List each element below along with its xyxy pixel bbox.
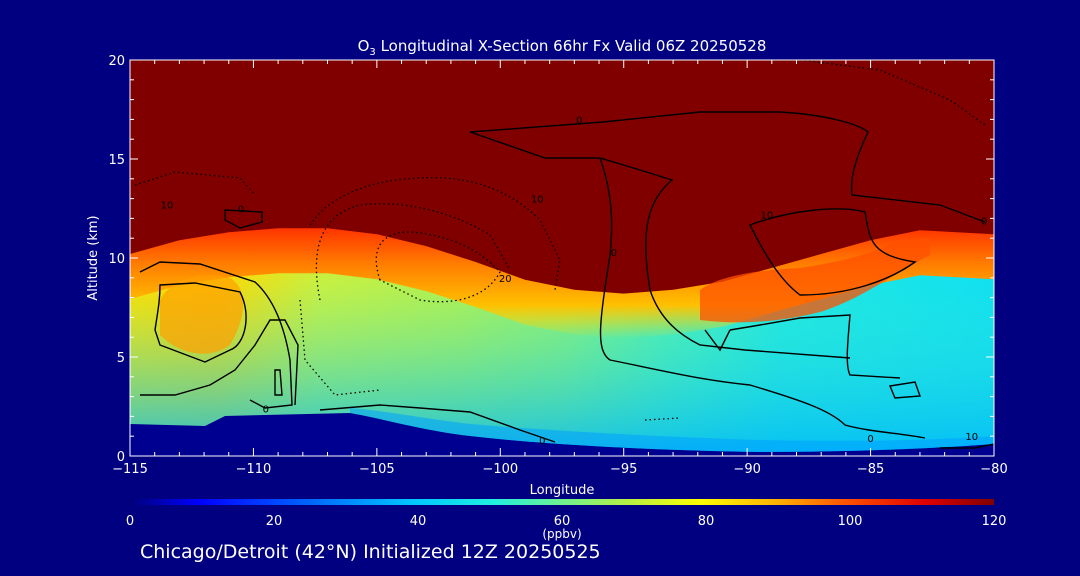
y-tick-label: 15: [108, 153, 125, 168]
contour-solid: [224, 209, 263, 229]
contour-solid: [469, 131, 851, 359]
contour-label: 20: [499, 274, 512, 285]
contour-solid: [940, 443, 994, 449]
colorbar-tick-label: 100: [838, 514, 863, 529]
x-axis-label: Longitude: [530, 483, 595, 498]
contour-dotted: [309, 176, 561, 291]
contour-solid: [319, 404, 556, 443]
contour-dotted: [375, 231, 501, 303]
x-tick-label: −115: [112, 462, 148, 477]
x-tick-label: −85: [857, 462, 884, 477]
colorbar-tick-label: 60: [554, 514, 571, 529]
x-tick-label: −95: [610, 462, 637, 477]
y-axis-label: Altitude (km): [86, 215, 101, 300]
contour-label: 0: [263, 404, 269, 415]
contour-label: 10: [761, 210, 774, 221]
contour-solid: [729, 314, 901, 379]
contour-label: 10: [531, 195, 544, 206]
colorbar-tick-label: 120: [982, 514, 1007, 529]
colorbar-tick-label: 40: [410, 514, 427, 529]
contour-label: 0: [611, 248, 617, 259]
stratosphere-fill: [130, 60, 994, 294]
contour-label: 0: [576, 115, 582, 126]
contour-solid: [140, 319, 299, 406]
contour-labels: 10 0 0 10 20 0 0 10 0 0 10 0: [161, 115, 988, 447]
near-surface-cyan-layer: [350, 408, 994, 452]
contour-solid: [139, 261, 293, 409]
orange-core-west: [160, 275, 244, 354]
contour-label: 0: [981, 216, 987, 227]
x-tick-label: −110: [236, 462, 272, 477]
plot-area: [130, 60, 994, 456]
colorbar-ticks: 0 20 40 60 80 100 120: [126, 514, 1007, 529]
contour-solid: [469, 111, 986, 223]
x-tick-label: −100: [482, 462, 518, 477]
colorbar: [130, 499, 994, 505]
orange-core-east: [700, 238, 930, 323]
x-axis: −115 −110 −105 −100 −95 −90 −85 −80: [112, 60, 1008, 477]
contour-label: 10: [965, 432, 978, 443]
colorbar-tick-label: 80: [698, 514, 715, 529]
contour-label: 0: [238, 204, 244, 215]
contour-lines: [139, 111, 994, 449]
contour-solid: [704, 329, 731, 352]
colorbar-unit-label: (ppbv): [542, 527, 581, 541]
contour-label: 0: [867, 434, 873, 445]
contour-lines-dotted: [134, 60, 986, 421]
y-tick-label: 20: [108, 54, 125, 69]
contour-label: 0: [539, 436, 545, 447]
chart-title: O3 Longitudinal X-Section 66hr Fx Valid …: [358, 37, 767, 58]
contour-solid: [889, 381, 921, 399]
contour-solid: [599, 157, 926, 439]
contour-solid: [749, 208, 917, 296]
contour-dotted: [644, 417, 681, 421]
x-tick-label: −80: [980, 462, 1007, 477]
y-tick-label: 5: [117, 351, 125, 366]
x-tick-label: −90: [733, 462, 760, 477]
colorbar-tick-label: 0: [126, 514, 134, 529]
contour-label: 10: [161, 201, 174, 212]
contour-solid: [154, 282, 247, 363]
colorbar-tick-label: 20: [266, 514, 283, 529]
surface-terrain: [130, 413, 994, 456]
y-axis: 0 5 10 15 20: [108, 54, 994, 465]
footer-caption: Chicago/Detroit (42°N) Initialized 12Z 2…: [140, 541, 601, 563]
y-tick-label: 10: [108, 252, 125, 267]
x-tick-label: −105: [359, 462, 395, 477]
contour-solid: [274, 369, 283, 396]
y-tick-label: 0: [117, 450, 125, 465]
